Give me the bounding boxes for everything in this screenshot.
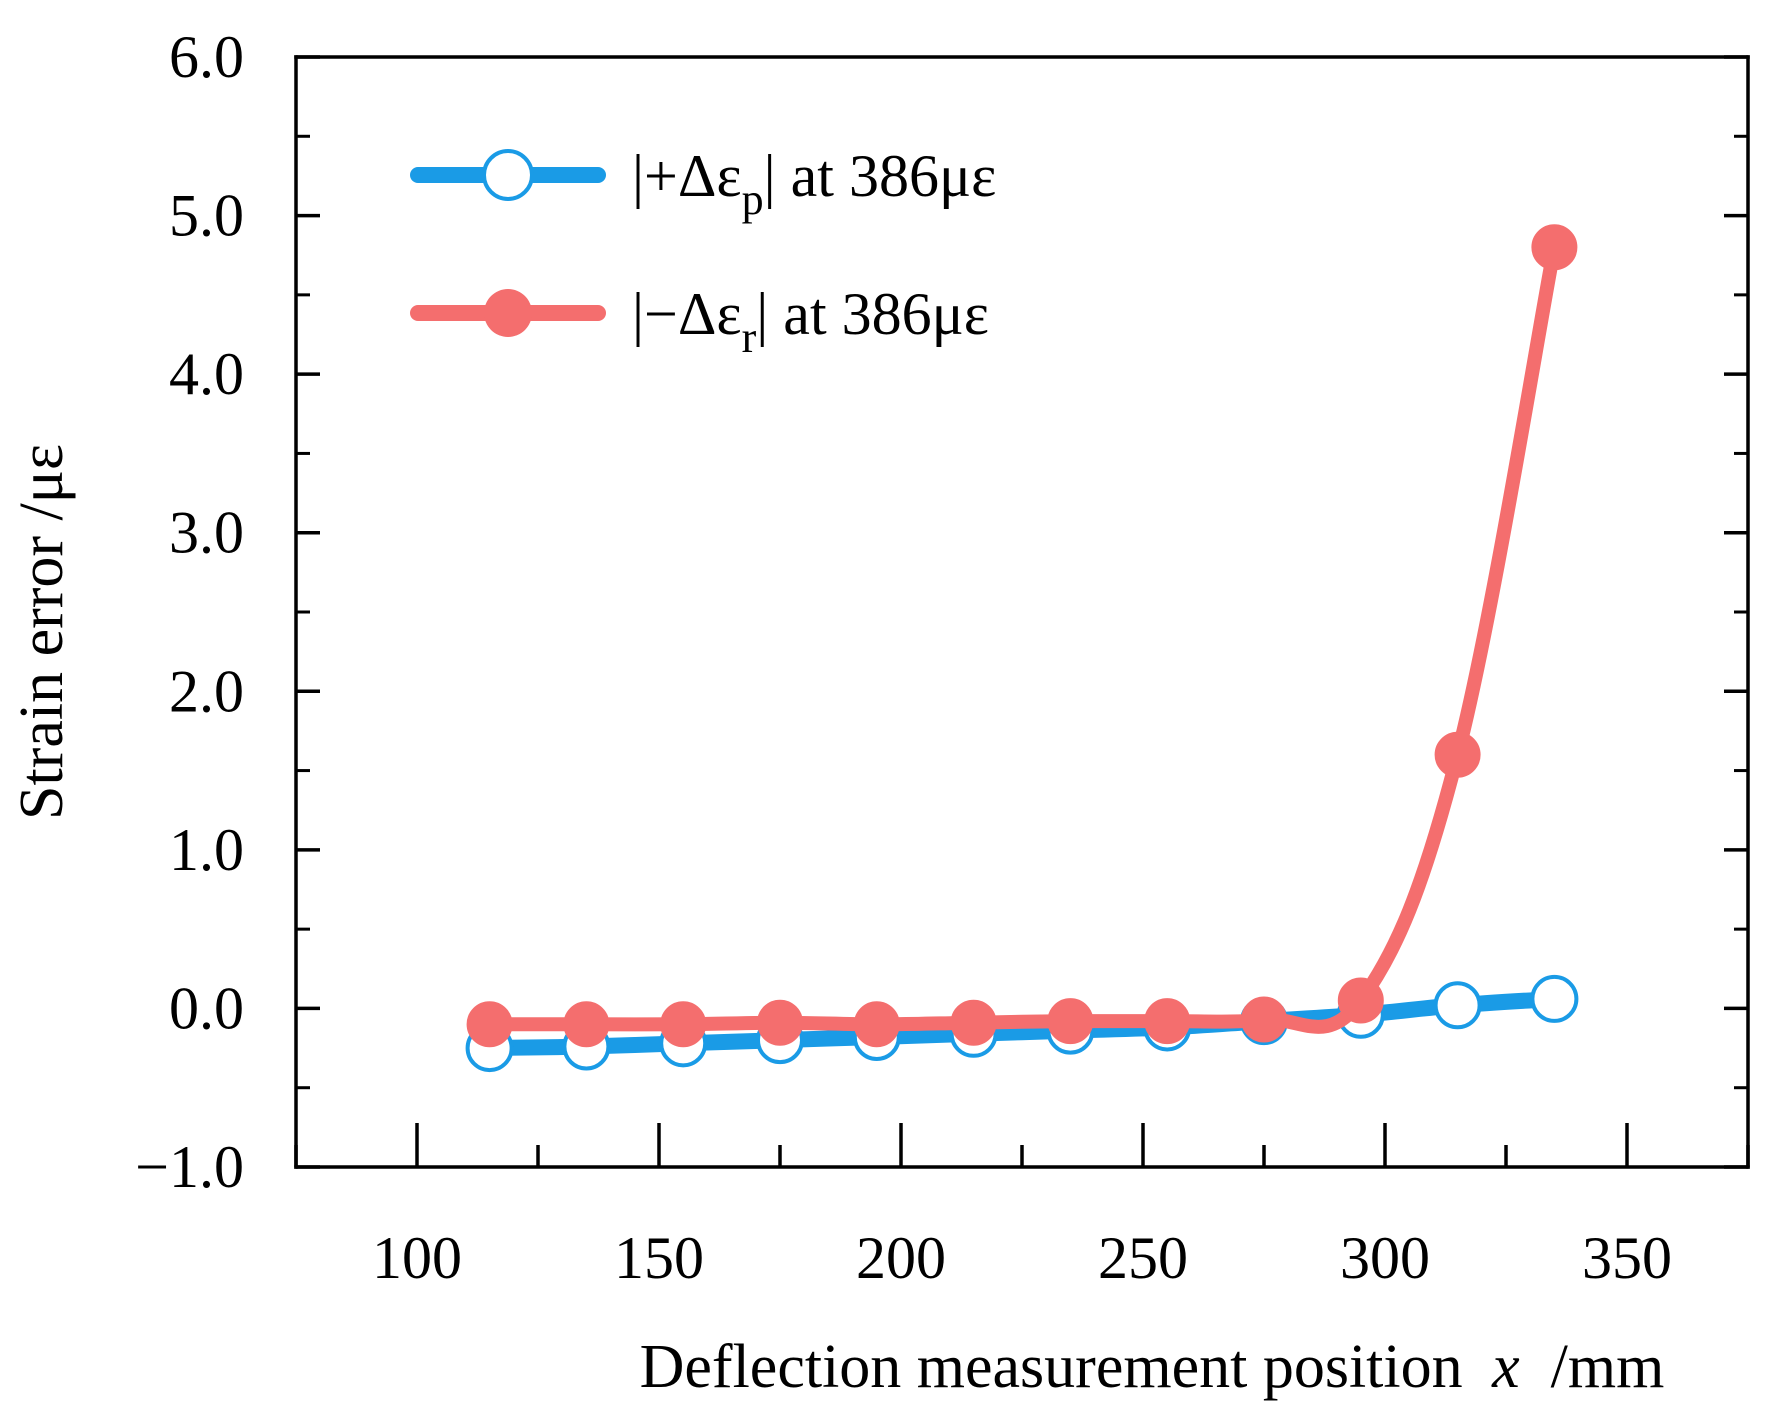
legend-label-rest: | at 386με [756, 281, 989, 347]
x-tick-label: 200 [856, 1225, 946, 1291]
data-point-filled [563, 1001, 610, 1048]
data-point-filled [853, 1001, 900, 1048]
series-layer [465, 224, 1579, 1073]
y-tick-label: −1.0 [135, 1134, 244, 1200]
legend: |+Δεp| at 386με|−Δεr| at 386με [410, 143, 996, 362]
y-tick-label: 4.0 [169, 341, 244, 407]
legend-entry: |+Δεp| at 386με [410, 143, 996, 224]
legend-label-rest: | at 386με [764, 143, 997, 209]
legend-swatch-marker [482, 149, 534, 201]
x-tick-label: 350 [1582, 1225, 1672, 1291]
series-line [482, 240, 1562, 1034]
data-point-filled [950, 999, 997, 1046]
x-tick-label: 300 [1340, 1225, 1430, 1291]
data-point-open [1530, 974, 1579, 1023]
y-tick-label: 5.0 [169, 183, 244, 249]
series-negative-r [466, 224, 1578, 1048]
legend-label-subscript: p [742, 175, 764, 224]
y-tick-label: 3.0 [169, 500, 244, 566]
data-point-open [1433, 981, 1482, 1030]
data-point-filled [1531, 224, 1578, 271]
y-axis-ticks: −1.0 0.0 1.0 2.0 3.0 4.0 5.0 6.0 [135, 24, 1748, 1200]
x-tick-label: 150 [614, 1225, 704, 1291]
y-axis-title: Strain error /με [8, 444, 76, 820]
legend-swatch-marker [484, 289, 532, 337]
legend-label: |−Δεr| at 386με [632, 281, 989, 362]
data-point-filled [1241, 996, 1287, 1043]
y-tick-label: 2.0 [169, 658, 244, 724]
legend-label: |+Δεp| at 386με [632, 143, 996, 224]
x-tick-label: 100 [372, 1225, 462, 1291]
x-axis-title-text: Deflection measurement position [640, 1333, 1463, 1401]
x-axis-ticks: 100 150 200 250 300 350 [294, 1123, 1750, 1291]
x-axis-title-variable: x [1491, 1333, 1520, 1401]
y-tick-label: 1.0 [169, 817, 244, 883]
legend-label-main: |−Δε [632, 281, 742, 347]
y-tick-label: 6.0 [169, 24, 244, 90]
data-point-filled [757, 999, 803, 1046]
data-point-filled [1434, 731, 1481, 778]
legend-label-main: |+Δε [632, 143, 742, 209]
legend-entry: |−Δεr| at 386με [410, 281, 989, 362]
data-point-filled [1047, 998, 1094, 1045]
x-axis-title: Deflection measurement position x /mm [640, 1333, 1665, 1401]
x-tick-label: 250 [1098, 1225, 1188, 1291]
legend-label-subscript: r [742, 313, 757, 362]
data-point-filled [466, 1001, 513, 1048]
y-tick-label: 0.0 [169, 975, 244, 1041]
data-point-filled [1144, 998, 1191, 1045]
data-point-filled [660, 1001, 707, 1048]
x-axis-title-unit: /mm [1535, 1333, 1664, 1401]
data-point-filled [1337, 977, 1384, 1024]
